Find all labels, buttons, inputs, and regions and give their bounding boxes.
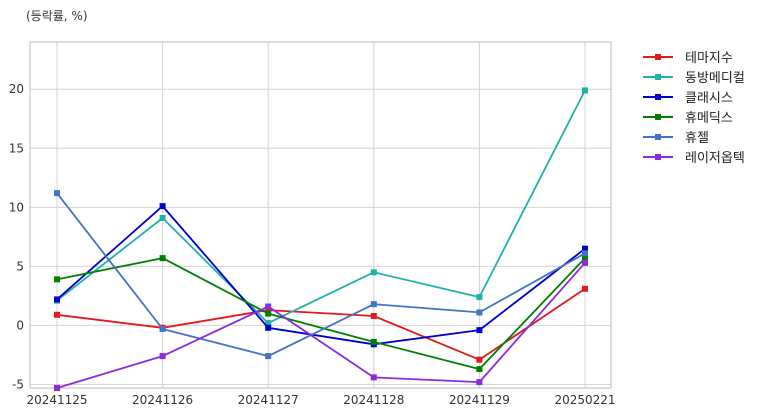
data-point bbox=[54, 385, 60, 391]
data-point bbox=[265, 310, 272, 317]
data-point bbox=[265, 303, 272, 310]
data-point bbox=[476, 327, 483, 334]
x-tick-label: 20241125 bbox=[26, 393, 87, 407]
legend-label: 휴젤 bbox=[685, 131, 709, 146]
legend-marker bbox=[655, 154, 661, 160]
legend-marker bbox=[655, 134, 661, 140]
data-point bbox=[159, 353, 166, 360]
plot-frame bbox=[29, 41, 612, 389]
series-6 bbox=[54, 259, 588, 391]
data-point bbox=[265, 307, 272, 314]
data-point bbox=[370, 269, 377, 276]
data-point bbox=[159, 214, 166, 221]
series-line bbox=[56, 89, 586, 325]
data-point bbox=[476, 366, 483, 373]
series-line bbox=[56, 192, 586, 358]
x-tick-label: 20241127 bbox=[238, 393, 299, 407]
data-point bbox=[582, 250, 588, 257]
data-point bbox=[476, 294, 483, 301]
data-point bbox=[370, 312, 377, 319]
x-tick-label: 20250221 bbox=[554, 393, 615, 407]
data-point bbox=[370, 374, 377, 381]
legend-label: 레이저옵텍 bbox=[685, 151, 745, 166]
y-axis-ticks: -5 0 5 10 15 20 bbox=[9, 82, 24, 391]
y-tick-label: 15 bbox=[9, 141, 24, 155]
data-point bbox=[159, 325, 166, 332]
data-point bbox=[54, 296, 60, 303]
legend-item: 휴메딕스 bbox=[643, 111, 733, 126]
legend-label: 테마지수 bbox=[685, 51, 733, 66]
legend-marker bbox=[655, 54, 661, 60]
data-point bbox=[159, 255, 166, 262]
series-line bbox=[56, 205, 586, 346]
data-point bbox=[582, 285, 588, 292]
y-tick-label: 0 bbox=[16, 318, 24, 332]
legend-label: 휴메딕스 bbox=[685, 111, 733, 126]
legend-item: 클래시스 bbox=[643, 91, 733, 106]
unit-label: (등락률, %) bbox=[26, 9, 88, 23]
legend-label: 동방메디컬 bbox=[685, 71, 745, 86]
x-axis-ticks: 20241125 20241126 20241127 20241128 20241129… bbox=[26, 393, 615, 407]
data-point bbox=[476, 379, 483, 386]
x-tick-label: 20241128 bbox=[343, 393, 404, 407]
data-point bbox=[476, 356, 483, 363]
data-point bbox=[159, 203, 166, 210]
legend-item: 테마지수 bbox=[643, 51, 733, 66]
data-point bbox=[476, 309, 483, 316]
data-point bbox=[582, 259, 588, 266]
data-point bbox=[370, 338, 377, 345]
y-tick-label: -5 bbox=[12, 377, 24, 391]
legend-marker bbox=[655, 114, 661, 120]
data-point bbox=[54, 190, 60, 197]
data-point bbox=[582, 87, 588, 94]
y-tick-label: 10 bbox=[9, 200, 24, 214]
legend-label: 클래시스 bbox=[685, 91, 733, 106]
legend-item: 휴젤 bbox=[643, 131, 709, 146]
legend-item: 레이저옵텍 bbox=[643, 151, 745, 166]
y-tick-label: 20 bbox=[9, 82, 24, 96]
data-point bbox=[265, 324, 272, 331]
x-tick-label: 20241126 bbox=[132, 393, 193, 407]
y-tick-label: 5 bbox=[16, 259, 24, 273]
data-point bbox=[265, 320, 272, 327]
grid bbox=[30, 42, 611, 388]
data-point bbox=[54, 311, 60, 318]
x-tick-label: 20241129 bbox=[449, 393, 510, 407]
data-point bbox=[370, 301, 377, 308]
series-line bbox=[56, 262, 586, 389]
legend-marker bbox=[655, 94, 661, 100]
legend-marker bbox=[655, 74, 661, 80]
data-point bbox=[582, 255, 588, 262]
series-group bbox=[54, 87, 588, 391]
series-2 bbox=[54, 87, 588, 327]
series-5 bbox=[54, 190, 588, 360]
series-line bbox=[56, 257, 586, 371]
series-4 bbox=[54, 255, 588, 373]
data-point bbox=[582, 245, 588, 252]
data-point bbox=[265, 353, 272, 360]
series-line bbox=[56, 288, 586, 361]
legend-item: 동방메디컬 bbox=[643, 71, 745, 86]
data-point bbox=[54, 276, 60, 283]
